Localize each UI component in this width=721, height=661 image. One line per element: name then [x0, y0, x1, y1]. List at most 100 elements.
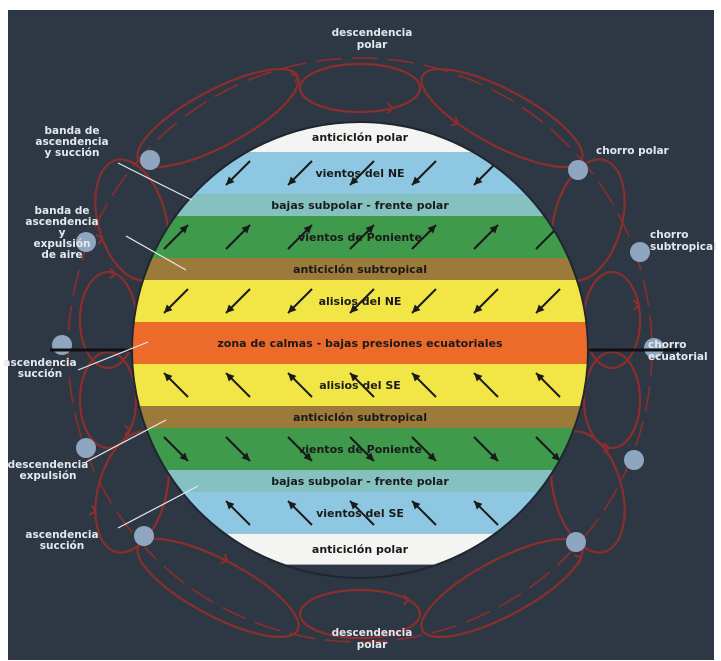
wind-arrow	[287, 160, 313, 186]
cell-direction-marker	[402, 594, 410, 606]
wind-arrow	[287, 436, 313, 462]
band-label: bajas subpolar - frente polar	[271, 475, 449, 488]
wind-arrow	[473, 436, 499, 462]
cell-direction-marker	[290, 72, 299, 83]
side-label: chorro subtropical	[650, 229, 717, 253]
band-label: bajas subpolar - frente polar	[271, 199, 449, 212]
cell-direction-marker	[386, 102, 395, 114]
wind-arrow	[411, 436, 437, 462]
wind-arrow	[411, 288, 437, 314]
side-label: chorro ecuatorial	[648, 339, 708, 363]
wind-arrow	[473, 288, 499, 314]
wind-arrow	[163, 288, 189, 314]
band-label: anticiclón polar	[312, 543, 409, 556]
side-label: descendencia polar	[332, 627, 413, 651]
band-subpolar-low-n	[132, 194, 588, 217]
band-label: anticiclón subtropical	[293, 411, 427, 424]
band-subtropical-high-s	[132, 406, 588, 429]
wind-arrow	[287, 500, 313, 526]
band-equatorial-low	[132, 322, 588, 365]
band-label: alisios del NE	[319, 295, 402, 308]
jet-stream-bubble	[566, 532, 586, 552]
side-label: ascendencia succión	[3, 357, 76, 380]
pointer-line	[117, 162, 193, 201]
circulation-cell	[298, 62, 422, 114]
wind-arrow	[225, 436, 251, 462]
cell-direction-marker	[632, 299, 641, 311]
cell-direction-marker	[124, 424, 132, 436]
wind-arrow	[225, 160, 251, 186]
jet-stream-bubble	[76, 232, 96, 252]
pointer-line	[77, 341, 149, 371]
wind-arrow	[163, 372, 189, 398]
jet-stream-bubble	[76, 438, 96, 458]
globe-outline	[131, 121, 589, 579]
wind-arrow	[225, 288, 251, 314]
band-label: vientos del NE	[315, 167, 404, 180]
band-label: anticiclón subtropical	[293, 263, 427, 276]
jet-stream-bubble	[140, 150, 160, 170]
pointer-line	[117, 485, 199, 529]
wind-arrow	[287, 224, 313, 250]
side-label: chorro polar	[596, 145, 670, 157]
wind-arrow	[473, 372, 499, 398]
wind-arrow	[225, 224, 251, 250]
band-label: zona de calmas - bajas presiones ecuator…	[217, 337, 503, 350]
circulation-cell	[582, 350, 642, 450]
jet-stream-bubble	[624, 450, 644, 470]
band-westerlies-n	[132, 216, 588, 259]
jet-stream-bubble	[134, 526, 154, 546]
cell-direction-marker	[573, 554, 583, 565]
circulation-cell	[78, 350, 138, 450]
wind-arrow	[349, 500, 375, 526]
wind-arrow	[349, 288, 375, 314]
band-label: vientos de Poniente	[298, 443, 422, 456]
wind-arrow	[411, 500, 437, 526]
jet-stream-bubble	[52, 335, 72, 355]
side-label: banda de ascendencia y succión	[35, 125, 108, 159]
wind-arrow	[287, 288, 313, 314]
pointer-line	[125, 235, 187, 271]
circulation-cell	[136, 537, 300, 639]
pointer-lines	[77, 162, 199, 529]
wind-arrow	[535, 372, 561, 398]
wind-arrow	[349, 372, 375, 398]
pointer-line	[85, 419, 167, 463]
wind-arrow	[535, 288, 561, 314]
cell-direction-marker	[450, 116, 459, 127]
wind-arrow	[411, 160, 437, 186]
wind-arrow	[163, 436, 189, 462]
wind-arrow	[163, 224, 189, 250]
band-label: alisios del SE	[319, 379, 401, 392]
wind-arrow	[349, 160, 375, 186]
jet-stream-bubble	[630, 242, 650, 262]
diagram-labels: descendencia polar descendencia polar banda …	[3, 27, 716, 651]
side-label: descendencia polar	[332, 27, 413, 51]
band-subpolar-low-s	[132, 470, 588, 493]
jet-stream-bubble	[568, 160, 588, 180]
jet-stream-bubble	[644, 338, 664, 358]
cell-direction-marker	[95, 233, 104, 245]
wind-arrow	[349, 436, 375, 462]
circulation-cell	[298, 588, 422, 640]
band-westerlies-s	[132, 428, 588, 471]
side-label: banda de ascendencia y expulsión de aire	[25, 205, 98, 261]
cell-direction-marker	[219, 554, 229, 565]
band-se-trades	[132, 364, 588, 407]
side-label: ascendencia succión	[25, 529, 98, 552]
band-subtropical-high-n	[132, 258, 588, 281]
cell-direction-marker	[109, 267, 117, 280]
wind-arrow	[287, 372, 313, 398]
band-label: vientos de Poniente	[298, 231, 422, 244]
band-label: vientos del SE	[316, 507, 404, 520]
band-label: anticiclón polar	[312, 131, 409, 144]
wind-arrow	[473, 224, 499, 250]
side-label: descendencia expulsión	[8, 459, 89, 482]
wind-arrow	[225, 500, 251, 526]
band-ne-trades	[132, 280, 588, 323]
wind-arrow	[349, 224, 375, 250]
wind-arrow	[411, 224, 437, 250]
wind-arrow	[225, 372, 251, 398]
